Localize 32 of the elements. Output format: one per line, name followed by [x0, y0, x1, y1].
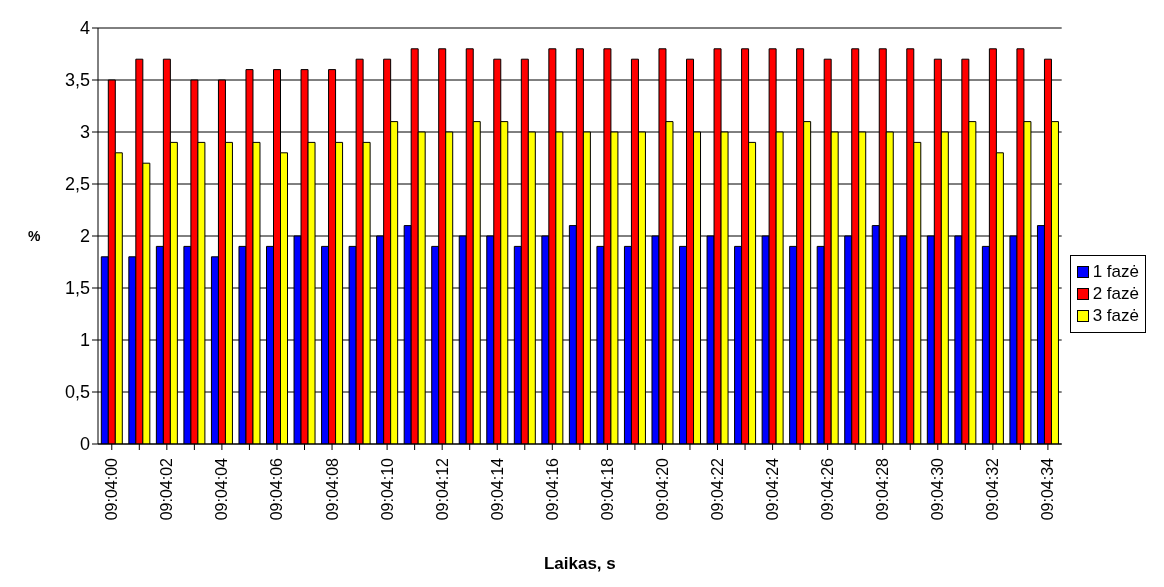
y-tick-label: 1	[79, 330, 90, 351]
x-tick-label: 09:04:26	[819, 457, 837, 521]
legend-label: 3 fazė	[1092, 305, 1139, 326]
x-tick-label: 09:04:16	[543, 457, 561, 521]
y-tick-label: 0	[79, 434, 90, 455]
x-tick-label: 09:04:20	[653, 457, 671, 521]
y-tick-label: 3,5	[64, 70, 90, 91]
legend-label: 1 fazė	[1092, 261, 1139, 282]
x-tick-label: 09:04:22	[709, 457, 727, 521]
x-tick-label: 09:04:00	[103, 457, 121, 521]
x-tick-label: 09:04:06	[268, 457, 286, 521]
y-tick-label: 2,5	[64, 174, 90, 195]
x-tick-label: 09:04:28	[874, 457, 892, 521]
x-tick-label: 09:04:14	[488, 457, 506, 521]
x-tick-label: 09:04:34	[1039, 457, 1057, 521]
y-tick-label: 1,5	[64, 278, 90, 299]
x-tick-label: 09:04:10	[378, 457, 396, 521]
x-tick-label: 09:04:04	[213, 457, 231, 521]
x-tick-label: 09:04:24	[764, 457, 782, 521]
y-tick-label: 0,5	[64, 382, 90, 403]
legend-label: 2 fazė	[1092, 283, 1139, 304]
x-tick-label: 09:04:08	[323, 457, 341, 521]
y-axis-title: %	[28, 227, 41, 244]
x-tick-label: 09:04:02	[158, 457, 176, 521]
y-tick-label: 3	[79, 122, 90, 143]
x-tick-label: 09:04:12	[433, 457, 451, 521]
y-tick-label: 2	[79, 226, 90, 247]
x-tick-label: 09:04:30	[929, 457, 947, 521]
y-tick-label: 4	[79, 18, 90, 39]
x-tick-label: 09:04:32	[984, 457, 1002, 521]
x-axis-title: Laikas, s	[543, 554, 616, 573]
x-tick-label: 09:04:18	[598, 457, 616, 521]
